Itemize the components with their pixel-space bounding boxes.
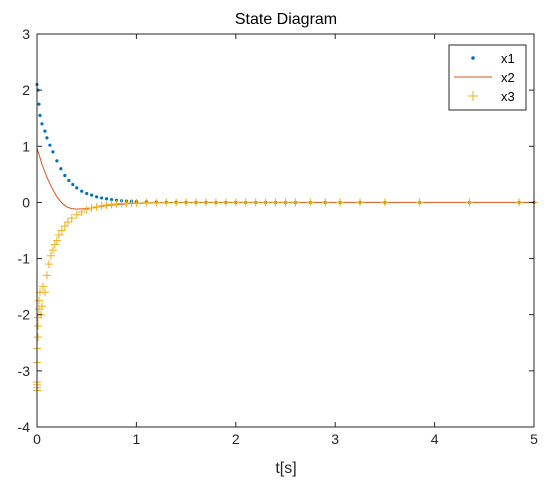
legend-label-x2: x2: [501, 70, 515, 85]
legend: x1 x2 x3: [448, 44, 527, 111]
data-point-x1: [100, 196, 104, 200]
data-point-x3: [67, 214, 76, 223]
data-point-x3: [201, 198, 210, 207]
data-point-x1: [67, 178, 71, 183]
series-x3: [33, 198, 538, 395]
data-point-x3: [52, 236, 61, 245]
y-tick-label: -1: [18, 251, 31, 267]
data-point-x3: [152, 198, 161, 207]
data-point-x1: [37, 102, 41, 106]
chart-title: State Diagram: [235, 11, 337, 28]
y-tick-label: -4: [18, 419, 31, 435]
data-point-x3: [306, 198, 315, 207]
data-point-x1: [38, 113, 42, 118]
data-point-x3: [415, 198, 424, 207]
data-point-x3: [241, 198, 250, 207]
y-tick-label: 1: [22, 138, 30, 154]
x-tick-label: 5: [530, 431, 538, 447]
data-point-x1: [40, 122, 44, 126]
y-tick-label: 0: [22, 194, 30, 210]
data-point-x3: [82, 205, 91, 214]
data-point-x3: [77, 207, 86, 216]
data-point-x1: [51, 150, 55, 154]
data-point-x3: [97, 201, 106, 210]
data-point-x1: [63, 173, 67, 178]
data-point-x3: [50, 240, 59, 249]
data-point-x3: [515, 198, 524, 207]
data-point-x1: [71, 182, 75, 187]
data-point-x3: [33, 321, 42, 330]
y-tick-label: 3: [22, 26, 30, 42]
legend-label-x3: x3: [501, 89, 515, 104]
data-point-x3: [40, 288, 49, 297]
data-point-x1: [80, 189, 84, 193]
data-point-x3: [142, 198, 151, 207]
data-point-x1: [43, 129, 47, 133]
data-point-x3: [87, 204, 96, 213]
axis-ticks: 0 1 2 3 4 5 3 2 1 0 -1 -2 -3 -4: [18, 26, 539, 447]
data-point-x3: [192, 198, 201, 207]
legend-label-x1: x1: [501, 51, 515, 66]
plot-frame: [36, 33, 535, 428]
data-point-x3: [38, 282, 47, 291]
y-tick-label: 2: [22, 82, 30, 98]
x-tick-label: 0: [33, 431, 41, 447]
legend-swatch-x3: [468, 91, 478, 101]
data-point-x3: [211, 198, 220, 207]
data-point-x3: [54, 230, 63, 239]
x-tick-label: 1: [133, 431, 141, 447]
data-point-x3: [46, 251, 55, 260]
data-point-x3: [44, 260, 53, 269]
data-point-x3: [291, 198, 300, 207]
legend-item-x3: x3: [468, 89, 515, 104]
data-point-x3: [231, 198, 240, 207]
data-point-x3: [251, 198, 260, 207]
data-point-x1: [90, 193, 94, 197]
data-point-x3: [37, 302, 46, 311]
data-point-x3: [132, 198, 141, 207]
x-tick-label: 2: [232, 431, 240, 447]
data-point-x1: [75, 186, 79, 190]
data-point-x1: [45, 136, 49, 140]
data-point-x3: [34, 296, 43, 305]
data-point-x3: [48, 246, 57, 255]
data-point-x1: [104, 197, 109, 201]
data-point-x1: [55, 159, 59, 163]
data-point-x1: [109, 198, 114, 202]
legend-swatch-x1: [471, 56, 475, 60]
legend-item-x1: x1: [471, 51, 515, 66]
data-point-x3: [221, 198, 230, 207]
y-tick-label: -2: [18, 307, 31, 323]
data-point-x1: [48, 143, 52, 147]
data-point-x3: [465, 198, 474, 207]
data-point-x3: [162, 198, 171, 207]
plot-area: [33, 82, 538, 395]
x-tick-label: 4: [431, 431, 439, 447]
legend-item-x2: x2: [454, 70, 515, 85]
data-point-x3: [321, 198, 330, 207]
data-point-x3: [33, 333, 42, 342]
data-point-x3: [336, 198, 345, 207]
x-tick-label: 3: [331, 431, 339, 447]
data-point-x3: [271, 198, 280, 207]
data-point-x1: [85, 191, 89, 196]
data-point-x3: [72, 210, 81, 219]
data-point-x3: [281, 198, 290, 207]
data-point-x3: [92, 202, 101, 211]
data-point-x3: [356, 198, 365, 207]
y-tick-label: -3: [18, 363, 31, 379]
data-point-x3: [102, 200, 111, 209]
data-point-x3: [182, 198, 191, 207]
data-point-x1: [95, 195, 99, 199]
data-point-x3: [42, 271, 51, 280]
data-point-x3: [380, 198, 389, 207]
data-point-x3: [63, 218, 72, 227]
data-point-x3: [172, 198, 181, 207]
data-point-x1: [59, 167, 63, 171]
x-axis-label: t[s]: [275, 460, 296, 477]
data-point-x3: [261, 198, 270, 207]
data-point-x3: [57, 226, 66, 235]
data-point-x3: [107, 200, 116, 209]
